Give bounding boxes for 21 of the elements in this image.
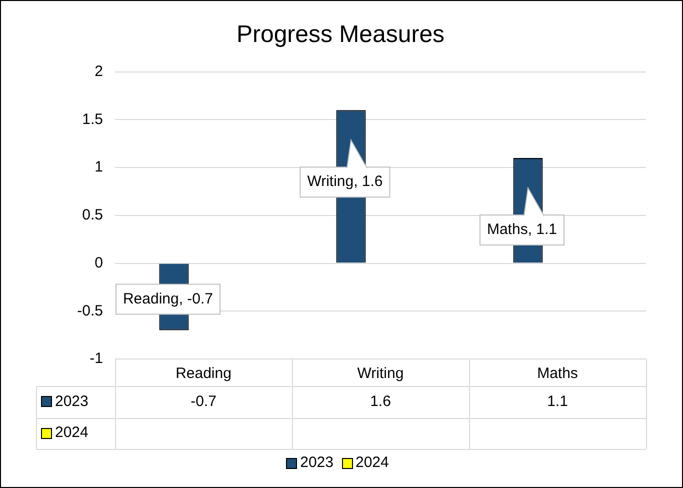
y-tick-label: 1 <box>94 158 103 176</box>
text: 2023 <box>300 454 334 471</box>
x-tick-label: Maths <box>537 365 578 382</box>
y-tick-label: 2 <box>94 62 103 80</box>
legend-label: 2023 <box>55 392 88 412</box>
y-tick-label: -0.5 <box>77 302 103 320</box>
legend-label: 2024 <box>55 423 88 444</box>
annotation: Reading, -0.7 <box>122 290 214 308</box>
x-tick-label: Reading <box>176 365 232 382</box>
data-label: 1.6 <box>370 392 391 410</box>
y-tick-label: 1.5 <box>82 110 103 128</box>
y-tick-label: 0.5 <box>82 206 103 224</box>
data-label: -0.7 <box>190 392 216 410</box>
y-tick-label: -1 <box>90 350 103 368</box>
chart-title: Progress Measures <box>236 21 445 48</box>
data-label: 1.1 <box>547 392 568 410</box>
annotation: Writing, 1.6 <box>307 173 383 190</box>
text: 2024 <box>356 454 389 471</box>
annotation: Maths, 1.1 <box>486 221 558 238</box>
y-tick-label: 0 <box>94 254 103 272</box>
x-tick-label: Writing <box>357 365 404 382</box>
